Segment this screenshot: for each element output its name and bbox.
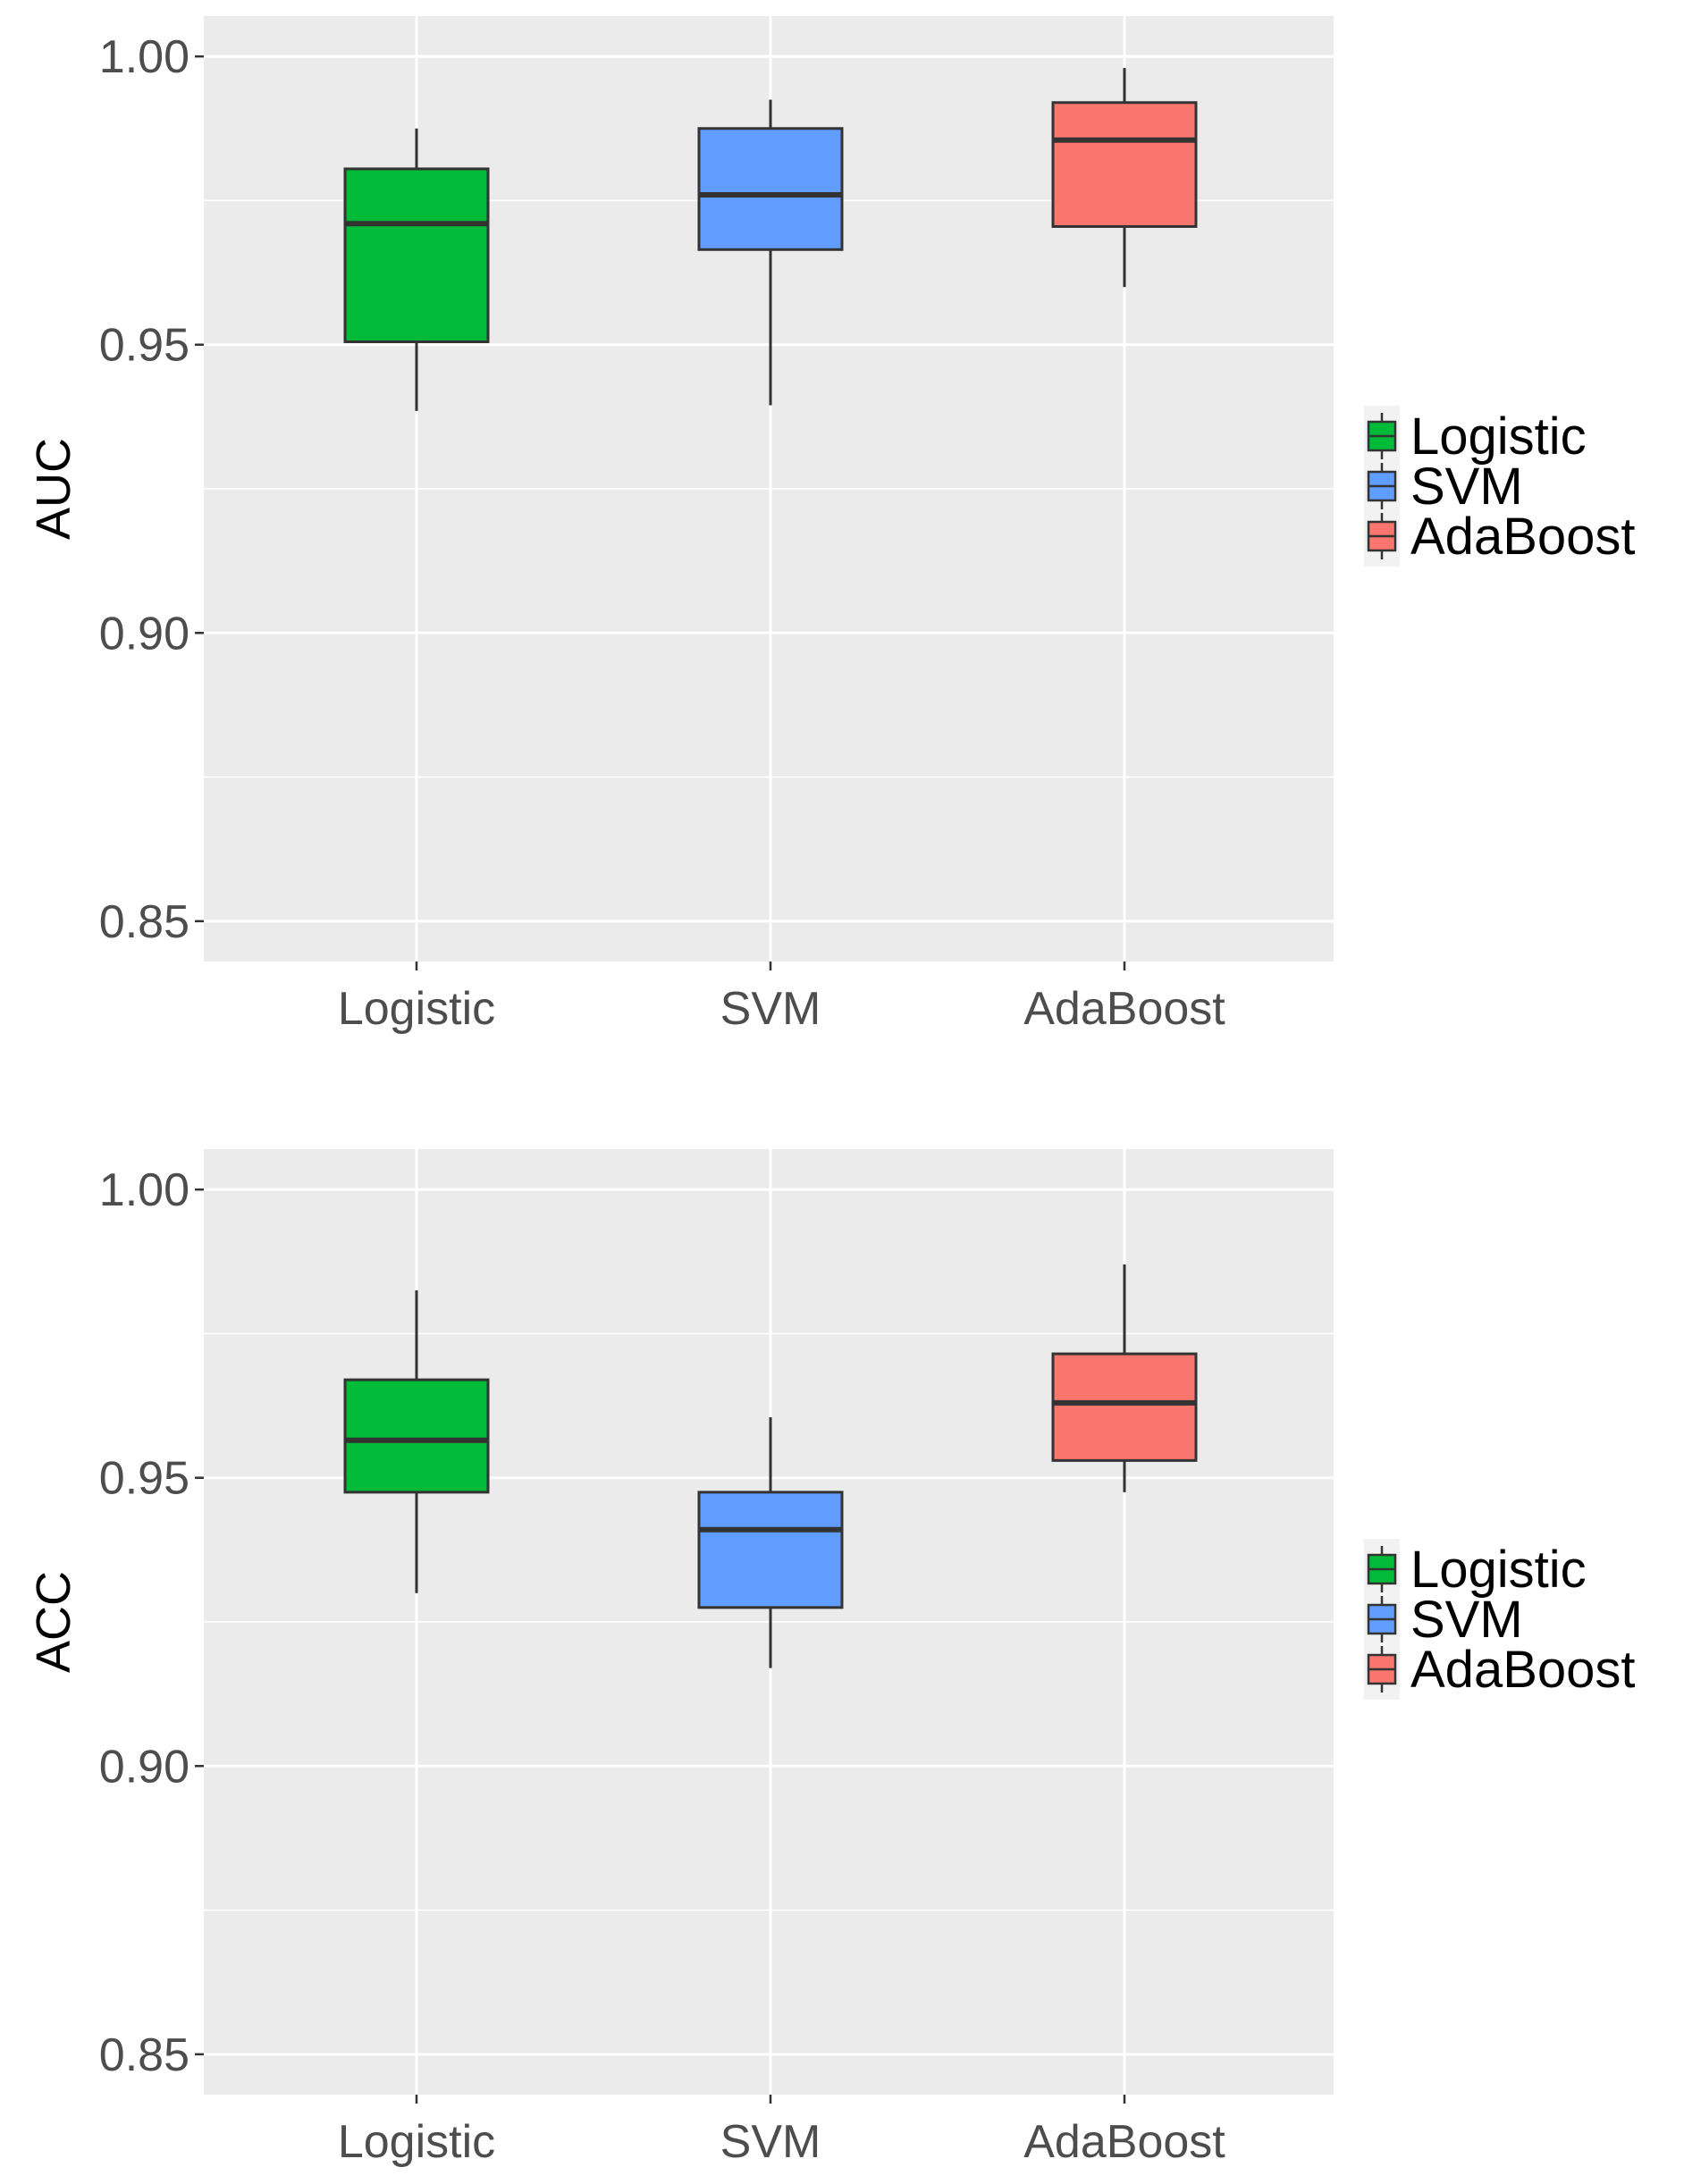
box-svm (697, 1416, 844, 1668)
box-body (1051, 1352, 1198, 1462)
x-tick-label: SVM (720, 2116, 821, 2168)
legend-label-svm: SVM (1410, 1591, 1523, 1649)
y-tick-label: 0.85 (99, 2029, 189, 2081)
x-tick-label: Logistic (338, 983, 495, 1035)
box-body (343, 1378, 490, 1494)
box-logistic (343, 1290, 490, 1593)
y-axis-title: ACC (27, 1571, 80, 1673)
x-tick-label: AdaBoost (1023, 2116, 1225, 2168)
box-svm (697, 99, 844, 406)
y-tick-label: 1.00 (99, 1164, 189, 1216)
box-body (697, 1491, 844, 1609)
box-logistic (343, 128, 490, 411)
legend-label-logistic: Logistic (1410, 407, 1587, 466)
legend-label-logistic: Logistic (1410, 1541, 1587, 1599)
legend-label-adaboost: AdaBoost (1410, 508, 1636, 566)
y-tick-label: 1.00 (99, 31, 189, 83)
y-axis-title: AUC (27, 438, 80, 540)
y-tick-label: 0.95 (99, 1453, 189, 1505)
legend-label-svm: SVM (1410, 458, 1523, 516)
box-adaboost (1051, 68, 1198, 288)
y-tick-label: 0.85 (99, 896, 189, 948)
x-tick-label: AdaBoost (1023, 983, 1225, 1035)
x-tick-label: Logistic (338, 2116, 495, 2168)
legend-label-adaboost: AdaBoost (1410, 1641, 1636, 1699)
box-body (343, 167, 490, 343)
box-body (1051, 101, 1198, 228)
box-body (697, 127, 844, 251)
y-tick-label: 0.90 (99, 1741, 189, 1793)
box-adaboost (1051, 1264, 1198, 1492)
y-tick-label: 0.90 (99, 608, 189, 659)
y-tick-label: 0.95 (99, 320, 189, 372)
x-tick-label: SVM (720, 983, 821, 1035)
